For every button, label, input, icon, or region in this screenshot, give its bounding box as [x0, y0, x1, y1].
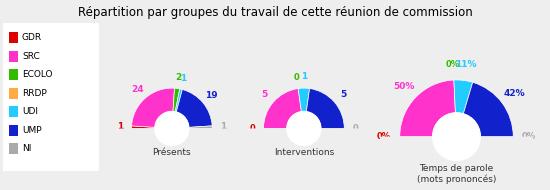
Text: UDI: UDI: [22, 107, 38, 116]
Wedge shape: [249, 128, 359, 183]
Text: 0: 0: [249, 124, 255, 133]
Text: Interventions: Interventions: [274, 148, 334, 157]
Text: NI: NI: [22, 144, 31, 153]
Text: 0%: 0%: [446, 60, 460, 69]
Wedge shape: [463, 82, 513, 137]
Text: 24: 24: [131, 85, 144, 94]
Text: 1: 1: [221, 122, 227, 131]
Wedge shape: [400, 80, 455, 137]
Bar: [8, 51, 18, 62]
Text: 1: 1: [117, 122, 123, 131]
Bar: [8, 143, 18, 154]
Text: 2: 2: [175, 73, 182, 82]
Text: 1: 1: [180, 74, 187, 83]
Wedge shape: [189, 126, 212, 128]
Text: UMP: UMP: [22, 126, 42, 135]
Text: SRC: SRC: [22, 52, 40, 61]
Text: 42%: 42%: [504, 89, 525, 98]
Text: ECOLO: ECOLO: [22, 70, 52, 79]
Circle shape: [287, 112, 321, 146]
Text: 0: 0: [353, 124, 359, 133]
Wedge shape: [173, 88, 180, 112]
Wedge shape: [131, 126, 155, 128]
Text: 1: 1: [301, 72, 307, 81]
Text: 11%: 11%: [455, 60, 476, 69]
Bar: [8, 69, 18, 80]
Bar: [8, 106, 18, 117]
Circle shape: [155, 112, 189, 146]
Wedge shape: [298, 88, 310, 112]
Text: 19: 19: [206, 91, 218, 100]
Circle shape: [433, 113, 480, 161]
Wedge shape: [306, 89, 344, 128]
Text: 5: 5: [262, 90, 268, 99]
Text: 0%: 0%: [377, 132, 391, 141]
Text: 0: 0: [294, 73, 299, 82]
Text: 0%: 0%: [522, 132, 536, 141]
Text: RRDP: RRDP: [22, 89, 47, 98]
Wedge shape: [131, 88, 174, 127]
Wedge shape: [117, 128, 227, 183]
Text: Répartition par groupes du travail de cette réunion de commission: Répartition par groupes du travail de ce…: [78, 6, 472, 19]
Bar: [8, 125, 18, 136]
FancyBboxPatch shape: [2, 21, 100, 173]
Bar: [8, 32, 18, 43]
Wedge shape: [263, 89, 301, 128]
Wedge shape: [176, 89, 212, 127]
Bar: [8, 88, 18, 99]
Text: GDR: GDR: [22, 33, 42, 42]
Text: Présents: Présents: [152, 148, 191, 157]
Wedge shape: [175, 89, 183, 112]
Wedge shape: [454, 80, 472, 114]
Text: 5: 5: [340, 90, 346, 99]
Text: Temps de parole
(mots prononcés): Temps de parole (mots prononcés): [417, 164, 496, 184]
Wedge shape: [380, 137, 533, 190]
Text: 50%: 50%: [393, 82, 415, 91]
